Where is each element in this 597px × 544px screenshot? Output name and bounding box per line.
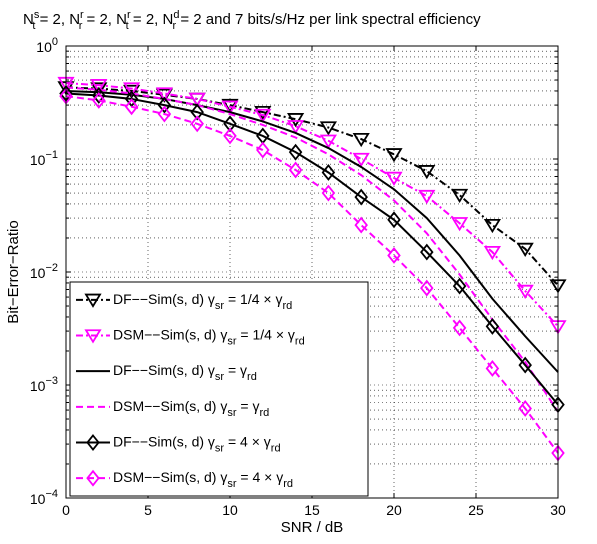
legend-label: DSM−−Sim(s, d) γsr = 4 × γrd [113, 469, 293, 490]
legend-entry-2: DF−−Sim(s, d) γsr = γrd [76, 362, 257, 383]
data-point [287, 113, 305, 128]
data-point [287, 120, 305, 135]
x-tick-label: 0 [62, 502, 70, 518]
legend-entry-1: DSM−−Sim(s, d) γsr = 1/4 × γrd [76, 327, 305, 348]
data-point [352, 152, 370, 168]
data-point [420, 243, 434, 261]
legend-entry-3: DSM−−Sim(s, d) γsr = γrd [76, 398, 269, 419]
legend-entry-5: DSM−−Sim(s, d) γsr = 4 × γrd [76, 469, 293, 490]
data-point [385, 148, 403, 163]
data-point [452, 319, 467, 337]
data-point [157, 96, 172, 114]
data-point [451, 217, 469, 232]
x-axis-label: SNR / dB [281, 519, 344, 536]
data-point [223, 115, 237, 133]
data-point [221, 100, 239, 115]
data-point [518, 400, 532, 417]
data-point [190, 115, 204, 133]
axis-ticks: 0 5 10 15 20 25 30 100 10−1 10−2 10−3 10−4 [30, 36, 566, 518]
data-point [90, 79, 108, 94]
legend-label: DSM−−Sim(s, d) γsr = 1/4 × γrd [113, 327, 305, 348]
data-point [385, 171, 403, 186]
plot-area [57, 76, 567, 462]
y-tick-label: 10−2 [30, 262, 58, 281]
legend-label: DSM−−Sim(s, d) γsr = γrd [113, 398, 269, 419]
series-line [65, 86, 559, 287]
data-point [319, 121, 337, 136]
series-0 [57, 81, 567, 294]
legend-box [69, 281, 369, 497]
data-point [92, 87, 106, 104]
y-axis-label: Bit−Error−Ratio [5, 220, 22, 323]
data-point [485, 360, 500, 377]
y-tick-label: 10−3 [30, 375, 58, 394]
x-tick-label: 25 [468, 502, 484, 518]
data-point [157, 105, 172, 123]
data-point [485, 317, 500, 335]
legend-marker [84, 329, 102, 344]
legend-marker [84, 293, 102, 308]
chart-title: Ns t = 2, Nr r = 2, Nr t = 2, Nd r = 2 and 7… [23, 9, 481, 32]
data-point [451, 188, 469, 204]
data-point [288, 161, 303, 179]
y-tick-label: 10−1 [30, 149, 58, 168]
data-point [223, 127, 237, 145]
series-line [65, 86, 559, 413]
data-point [92, 91, 106, 109]
x-tick-label: 30 [550, 502, 566, 518]
data-point [321, 184, 336, 202]
data-point [418, 165, 436, 180]
data-point [188, 92, 206, 107]
data-point [321, 164, 336, 181]
data-point [387, 211, 401, 229]
data-point [254, 105, 272, 121]
data-point [387, 247, 401, 264]
legend: DF−−Sim(s, d) γsr = 1/4 × γrd DSM−−Sim(s,… [69, 281, 369, 497]
legend-label: DF−−Sim(s, d) γsr = 1/4 × γrd [113, 291, 292, 312]
legend-entry-4: DF−−Sim(s, d) γsr = 4 × γrd [76, 434, 281, 455]
data-point [516, 242, 534, 257]
x-tick-label: 20 [386, 502, 402, 518]
y-tick-label: 100 [36, 36, 58, 55]
data-point [90, 82, 108, 97]
legend-entry-0: DF−−Sim(s, d) γsr = 1/4 × γrd [76, 291, 292, 312]
x-tick-label: 10 [222, 502, 238, 518]
data-point [256, 141, 270, 159]
x-tick-label: 15 [304, 502, 320, 518]
legend-marker [86, 434, 100, 451]
data-point [518, 356, 532, 374]
data-point [123, 82, 141, 97]
data-point [483, 245, 501, 261]
data-point [319, 134, 337, 149]
legend-label: DF−−Sim(s, d) γsr = 4 × γrd [113, 434, 281, 455]
data-point [354, 216, 368, 234]
data-point [352, 132, 370, 148]
series-3 [65, 86, 559, 413]
legend-marker [86, 469, 100, 487]
data-point [516, 284, 534, 299]
data-point [420, 279, 434, 297]
legend-label: DF−−Sim(s, d) γsr = γrd [113, 362, 257, 383]
series-line [65, 95, 559, 454]
series-4 [59, 85, 565, 414]
data-point [354, 188, 368, 206]
series-line [65, 92, 559, 406]
data-point [288, 143, 303, 161]
data-point [190, 103, 204, 121]
series-5 [59, 87, 565, 462]
data-point [155, 87, 173, 102]
data-point [123, 84, 141, 100]
data-point [452, 277, 467, 295]
data-point [124, 98, 139, 116]
data-point [418, 189, 436, 205]
y-tick-label: 10−4 [30, 488, 58, 507]
data-point [254, 108, 272, 124]
data-point [483, 218, 501, 234]
x-tick-label: 5 [144, 502, 152, 518]
